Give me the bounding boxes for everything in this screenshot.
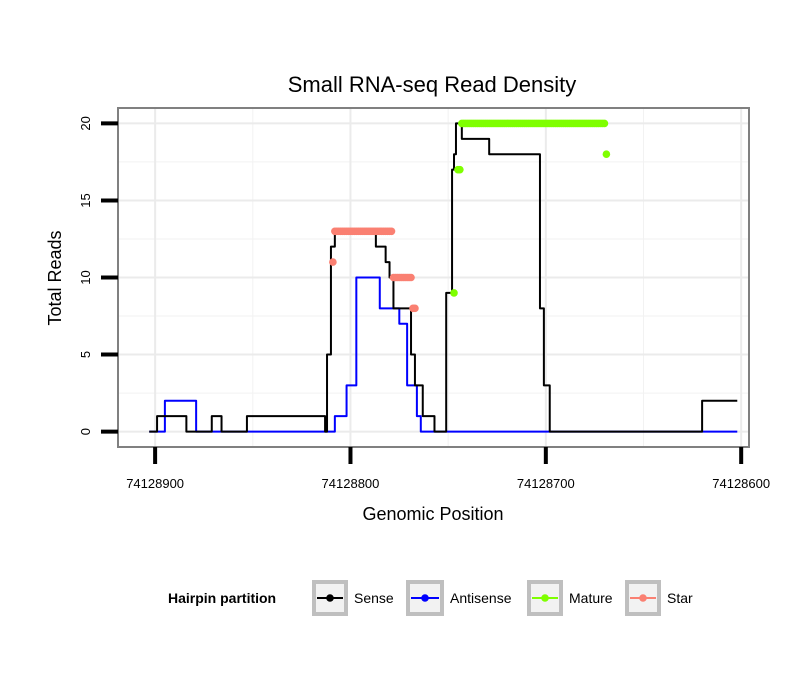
legend-label-mature: Mature [569,590,613,606]
legend: Hairpin partition Sense Antisense Mature St… [168,580,693,616]
legend-items: Sense Antisense Mature Star [312,580,693,616]
legend-key-point [541,594,549,602]
series-star [329,227,419,313]
x-tick-label: 74128800 [322,476,380,491]
legend-item-mature: Mature [527,580,613,616]
chart-title: Small RNA-seq Read Density [288,72,577,97]
x-axis-title: Genomic Position [362,504,503,524]
star-point [411,304,419,313]
y-tick-label: 5 [78,351,93,358]
x-axis: 74128900 74128800 74128700 74128600 [126,447,770,491]
legend-key-point [326,594,334,602]
x-tick-label: 74128700 [517,476,575,491]
legend-label-sense: Sense [354,590,394,606]
y-tick-label: 15 [78,193,93,207]
x-tick-label: 74128600 [712,476,770,491]
x-tick-label: 74128900 [126,476,184,491]
legend-title: Hairpin partition [168,590,276,606]
sense-line [149,122,738,433]
data-series [149,119,738,433]
y-tick-label: 20 [78,116,93,130]
star-point [407,273,415,282]
legend-label-antisense: Antisense [450,590,512,606]
star-point [387,227,396,236]
legend-item-antisense: Antisense [406,580,512,616]
y-axis: 0 5 10 15 20 [78,116,118,435]
y-axis-title: Total Reads [45,230,65,325]
series-sense [149,122,738,433]
y-tick-label: 0 [78,428,93,435]
legend-item-star: Star [625,580,693,616]
legend-key-point [639,594,647,602]
series-mature [450,119,611,297]
mature-point [600,119,609,128]
y-tick-label: 10 [78,270,93,284]
star-point [329,258,337,266]
mature-point [602,150,611,159]
legend-item-sense: Sense [312,580,394,616]
legend-label-star: Star [667,590,693,606]
mature-point [456,165,464,174]
legend-key-point [421,594,429,602]
mature-point [450,289,458,297]
